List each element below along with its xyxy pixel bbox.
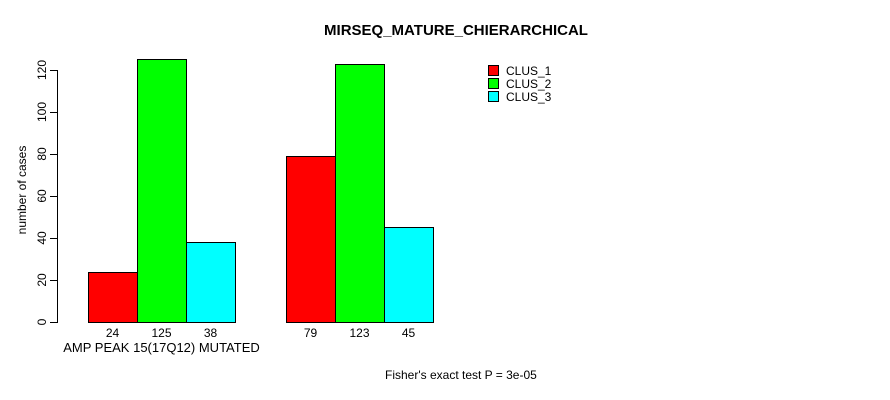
bar-clus_2-group2 [335,64,385,323]
y-tick-mark [50,112,57,113]
bar-clus_1-group2 [286,156,336,323]
y-tick-mark [50,196,57,197]
y-tick-mark [50,70,57,71]
bar-value-label: 125 [151,326,172,340]
bar-value-label: 38 [203,326,218,340]
bar-clus_2-group1 [137,59,187,323]
chart-title: MIRSEQ_MATURE_CHIERARCHICAL [324,22,588,39]
legend-row-clus_1: CLUS_1 [488,63,552,78]
bar-clus_3-group1 [186,242,236,323]
y-tick-label: 40 [35,231,49,245]
legend: CLUS_1 CLUS_2 CLUS_3 [488,63,552,104]
y-tick-label: 60 [35,189,49,203]
bar-value-label: 79 [303,326,318,340]
legend-row-clus_3: CLUS_3 [488,89,552,104]
y-tick-label: 120 [35,59,49,81]
y-tick-mark [50,280,57,281]
footnote: Fisher's exact test P = 3e-05 [385,368,537,382]
legend-row-clus_2: CLUS_2 [488,76,552,91]
y-tick-label: 100 [35,101,49,123]
bar-value-label: 45 [401,326,416,340]
y-tick-mark [50,322,57,323]
legend-swatch-icon [488,78,499,89]
y-axis-label: number of cases [15,145,29,235]
y-tick-label: 0 [35,318,49,326]
bar-clus_1-group1 [88,272,138,323]
legend-label: CLUS_3 [506,89,552,104]
legend-label: CLUS_2 [506,76,552,91]
y-tick-label: 20 [35,273,49,287]
bar-value-label: 123 [349,326,370,340]
legend-swatch-icon [488,65,499,76]
bar-value-label: 24 [105,326,120,340]
y-tick-mark [50,154,57,155]
y-tick-label: 80 [35,147,49,161]
y-tick-mark [50,238,57,239]
y-axis-line [57,70,58,323]
legend-swatch-icon [488,91,499,102]
legend-label: CLUS_1 [506,63,552,78]
category-label: AMP PEAK 15(17Q12) MUTATED [63,340,260,355]
bar-clus_3-group2 [384,227,434,323]
